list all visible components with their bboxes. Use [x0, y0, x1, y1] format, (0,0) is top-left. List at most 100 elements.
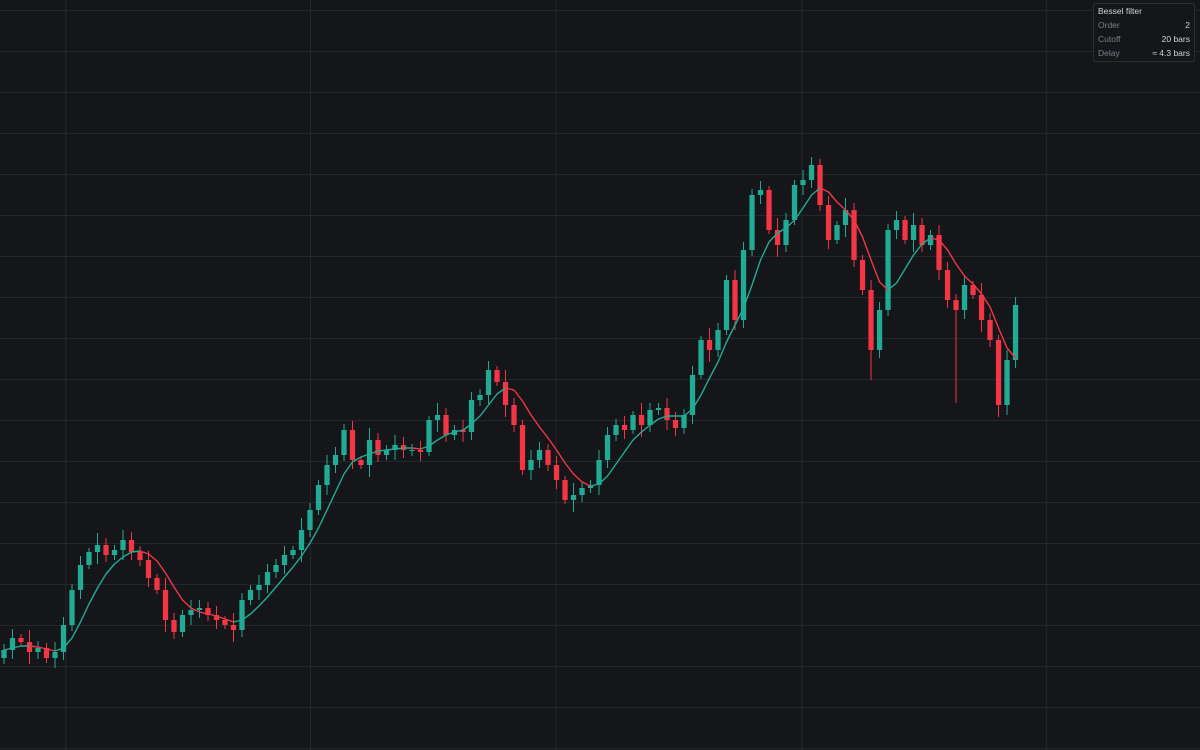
candle-body: [562, 480, 568, 500]
candle-body: [732, 280, 738, 320]
candle-body: [553, 465, 560, 480]
candle-body: [383, 450, 390, 455]
candle-body: [205, 608, 211, 615]
candle-body: [273, 565, 279, 572]
candle-body: [570, 495, 577, 500]
candle-body: [307, 510, 313, 530]
info-title: Bessel filter: [1098, 6, 1142, 16]
candle-body: [239, 600, 245, 630]
candle-body: [536, 450, 543, 460]
candle-body: [885, 230, 891, 310]
candle-body: [137, 552, 143, 560]
candle-body: [35, 648, 41, 652]
candle-body: [664, 408, 670, 420]
candle-body: [681, 415, 687, 428]
filter-line: [29, 645, 56, 652]
candle-body: [715, 330, 721, 350]
candle-body: [120, 540, 126, 550]
candle-body: [154, 578, 160, 590]
candle-body: [817, 165, 823, 205]
candle-body: [392, 445, 398, 450]
candle-body: [927, 235, 934, 245]
candle-body: [485, 370, 492, 395]
candle-body: [468, 400, 475, 432]
candle-body: [961, 285, 968, 310]
candle-body: [188, 610, 194, 615]
candle-body: [613, 425, 619, 435]
candle-body: [842, 210, 849, 225]
candle-body: [706, 340, 713, 350]
candle-body: [443, 415, 449, 435]
info-value: 2: [1185, 20, 1190, 30]
info-value: 20 bars: [1161, 34, 1190, 44]
candle-body: [230, 625, 237, 630]
candle-body: [647, 410, 653, 425]
candle-body: [970, 285, 976, 295]
filter-line: [54, 550, 141, 652]
filter-line: [819, 187, 889, 291]
candle-body: [315, 485, 322, 510]
filter-line: [3, 645, 30, 651]
candle-body: [281, 555, 288, 565]
candle-body: [545, 450, 551, 465]
candle-body: [213, 615, 220, 620]
candle-body: [953, 300, 959, 310]
filter-line: [420, 387, 506, 450]
candle-body: [52, 652, 58, 658]
candle-body: [324, 465, 330, 485]
candle-body: [723, 280, 730, 330]
info-value: ≈ 4.3 bars: [1152, 48, 1190, 58]
candle-body: [902, 220, 908, 240]
candle-body: [1012, 305, 1019, 360]
candle-body: [179, 615, 186, 632]
candle-body: [1, 650, 7, 658]
candle-body: [519, 425, 526, 470]
candle-body: [689, 375, 696, 415]
candle-body: [358, 460, 364, 465]
info-row: Cutoff 20 bars: [1098, 34, 1190, 44]
candle-body: [43, 648, 50, 658]
candle-body: [349, 430, 356, 460]
candle-body: [1004, 360, 1010, 405]
candle-body: [910, 225, 917, 240]
candle-body: [511, 405, 517, 425]
info-label: Order: [1098, 20, 1120, 30]
candle-body: [247, 590, 254, 600]
candle-body: [638, 415, 645, 425]
filter-line: [887, 237, 931, 291]
filter-line: [233, 447, 413, 623]
candle-body: [111, 550, 118, 555]
candle-body: [893, 220, 900, 230]
candle-body: [749, 195, 755, 250]
candle-body: [332, 455, 339, 465]
candle-body: [698, 340, 704, 375]
candle-body: [426, 420, 432, 452]
candle-body: [60, 625, 67, 652]
candle-body: [587, 485, 594, 488]
candle-body: [341, 430, 347, 455]
candle-body: [944, 270, 951, 300]
candle-body: [868, 290, 874, 350]
candle-body: [477, 395, 483, 400]
candle-body: [766, 190, 772, 230]
candle-body: [579, 488, 585, 495]
candle-body: [859, 260, 866, 290]
candle-body: [783, 220, 789, 245]
filter-line: [930, 237, 1017, 359]
filter-line: [411, 447, 421, 450]
filter-line: [590, 187, 821, 487]
candle-body: [171, 620, 177, 632]
candle-body: [162, 590, 169, 620]
candle-body: [596, 460, 602, 485]
candle-body: [774, 230, 781, 245]
candle-body: [434, 415, 441, 420]
candle-body: [417, 450, 424, 452]
candle-body: [987, 320, 993, 340]
candle-body: [9, 638, 16, 650]
candle-body: [264, 572, 271, 585]
candle-body: [740, 250, 747, 320]
filter-line: [505, 387, 591, 487]
candle-body: [936, 235, 942, 270]
candle-body: [196, 608, 203, 610]
